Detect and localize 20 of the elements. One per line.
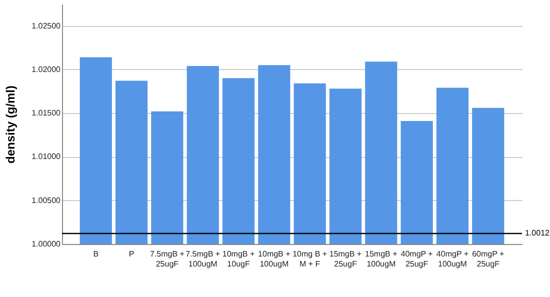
y-tick-label: 1.02500 <box>32 21 62 30</box>
x-tick-label: 15mgB + 25ugF <box>329 250 362 268</box>
x-tick-label: 7.5mgB + 100ugM <box>186 250 220 268</box>
x-tick-label: 40mgP + 100ugM <box>436 250 469 268</box>
x-tick-label: 10mgB + 10ugF <box>222 250 255 268</box>
y-tick-label: 1.02000 <box>32 64 62 74</box>
x-tick-label: 40mgP + 25ugF <box>400 250 434 268</box>
y-tick-label: 1.00500 <box>32 196 62 205</box>
x-tick-label: 7.5mgB + 25ugF <box>150 250 185 268</box>
x-tick-label: 60mgP + 25ugF <box>472 250 504 268</box>
y-tick-label: 1.01000 <box>32 152 62 162</box>
ref-line-label: 1.0012 <box>525 228 550 238</box>
x-tick-label: P <box>128 250 134 258</box>
x-tick-label: 15mgB + 100ugM <box>365 250 398 268</box>
x-tick-label: B <box>93 250 99 258</box>
y-tick-label: 1.01500 <box>32 108 62 118</box>
x-tick-label: 10mg B + M + F <box>292 250 328 268</box>
y-axis-title: density (g/ml) <box>4 85 18 164</box>
x-tick-label: 10mgB + 100ugM <box>258 250 291 268</box>
y-tick-label: 1.00000 <box>32 240 62 248</box>
